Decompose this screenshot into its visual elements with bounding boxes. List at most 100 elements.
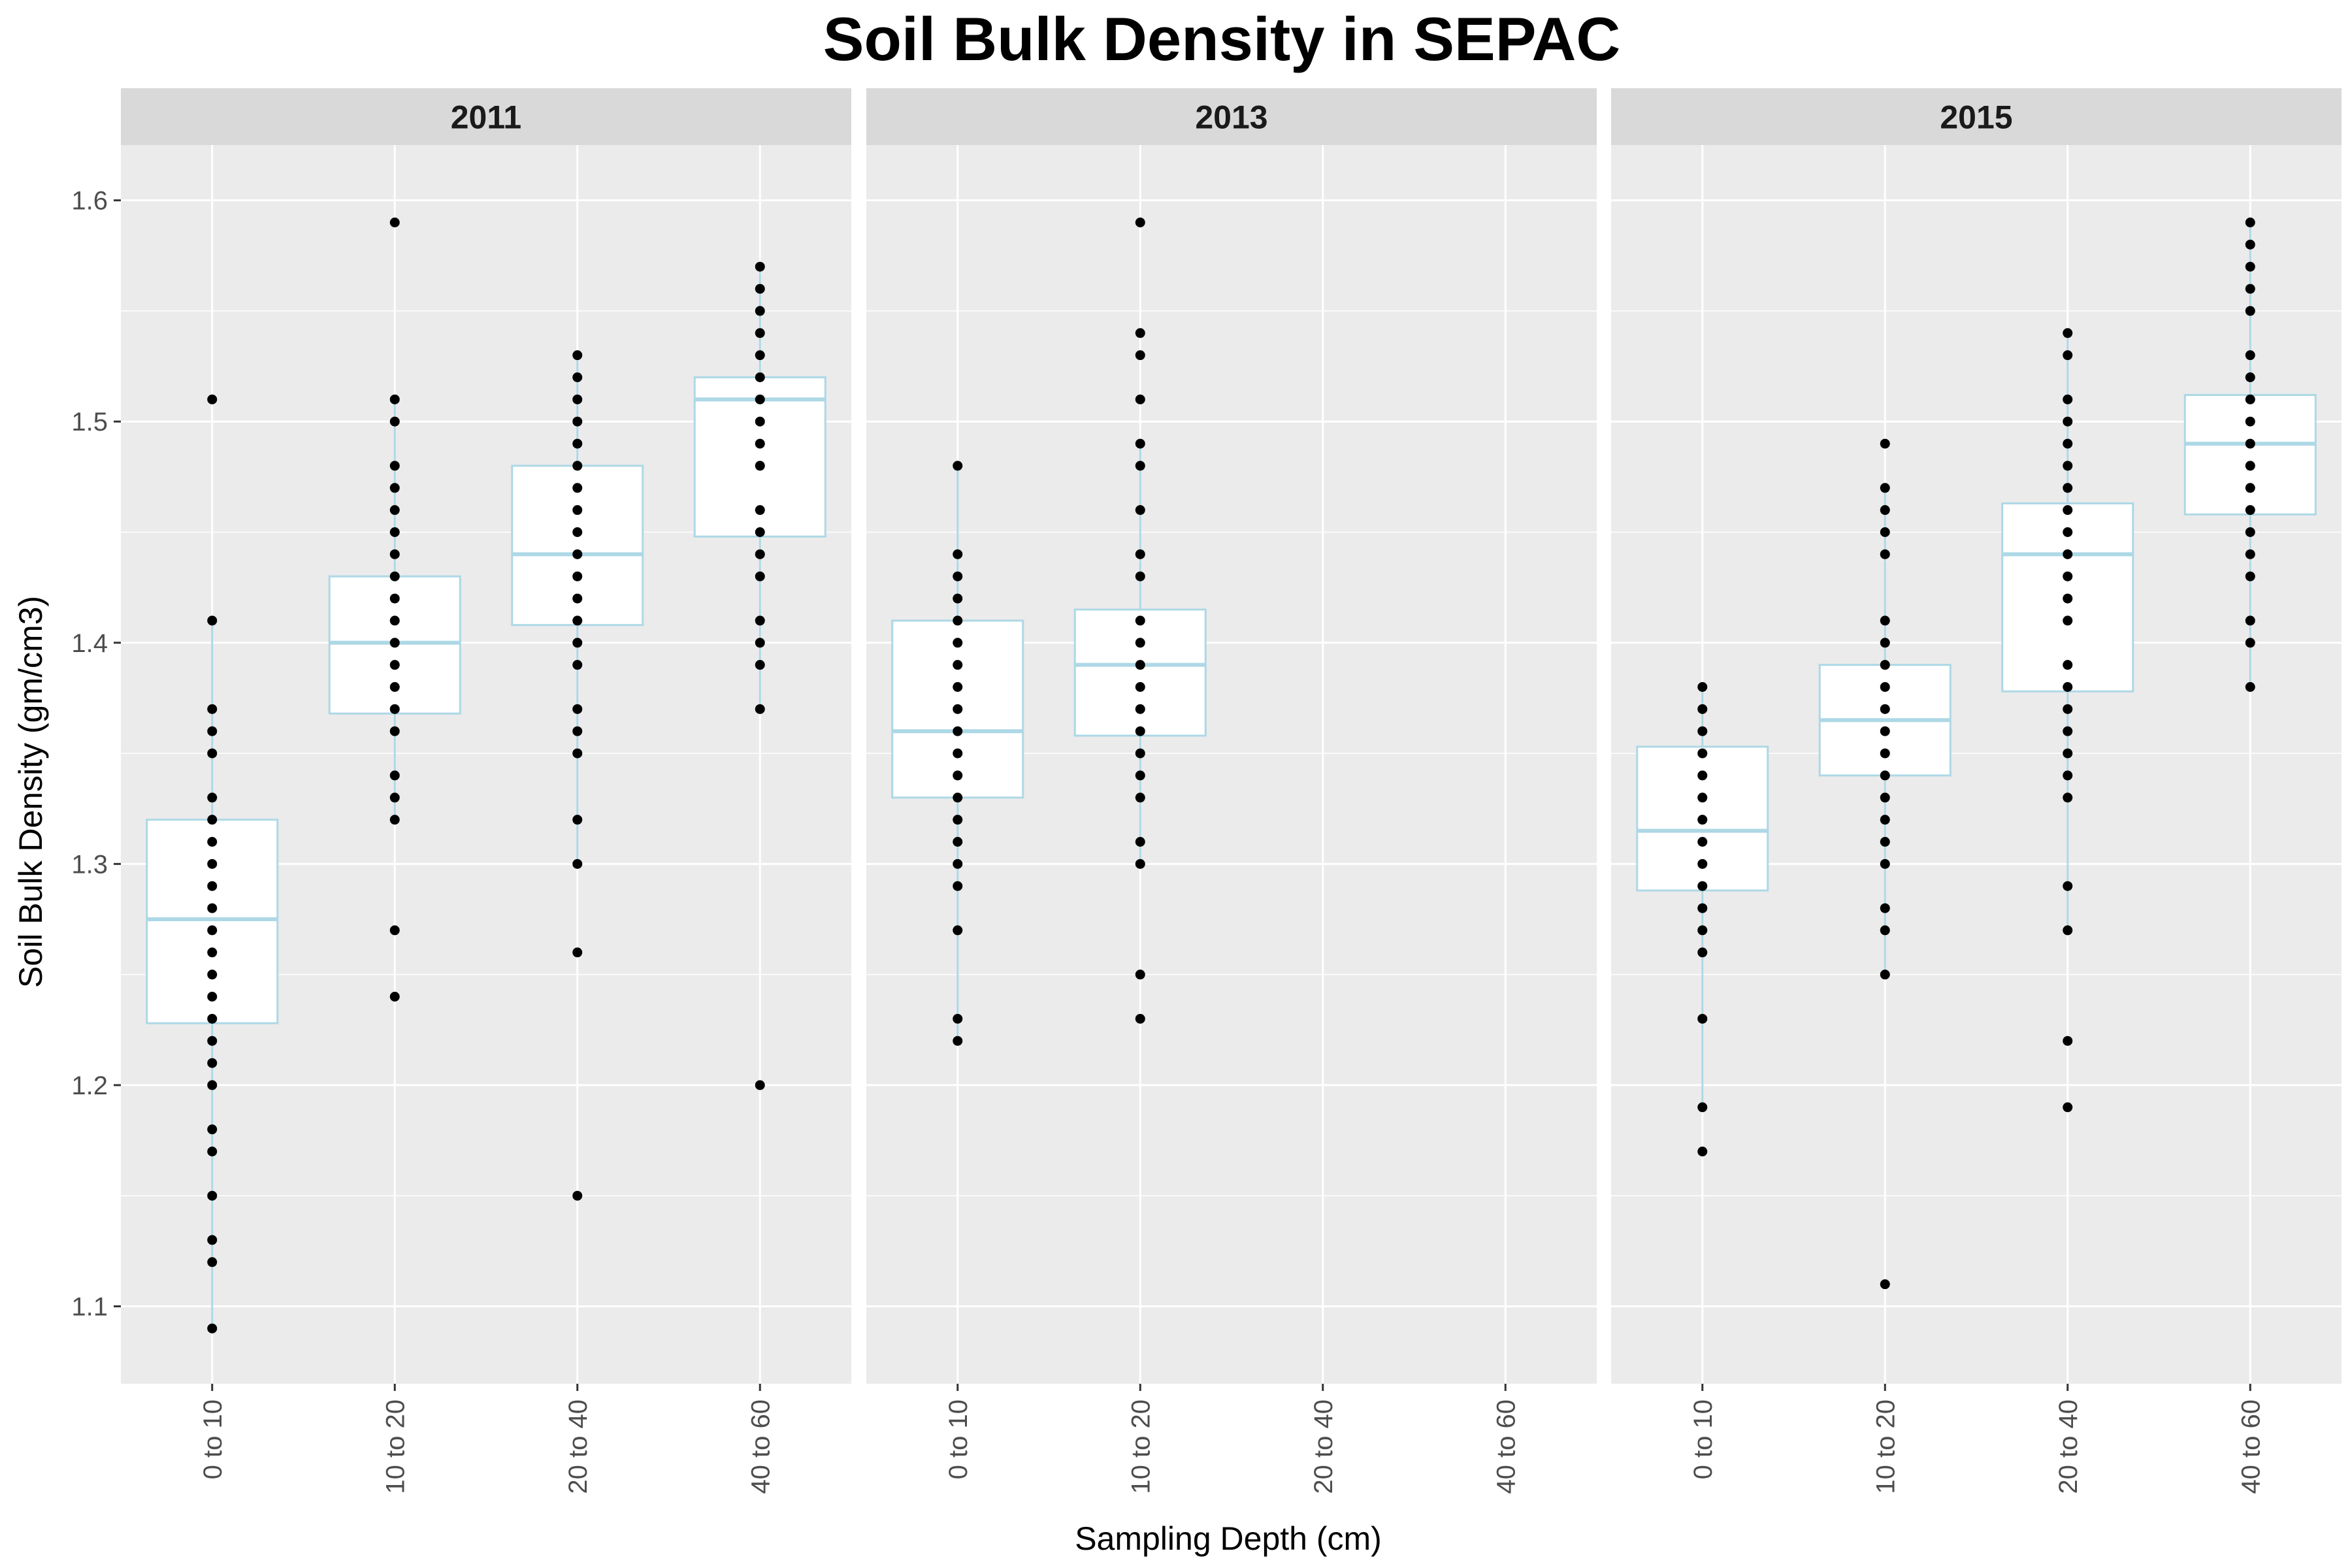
data-point [389, 925, 400, 936]
facet-strip-label: 2013 [1195, 99, 1267, 136]
y-tick-label: 1.6 [71, 187, 108, 216]
iqr-box [146, 819, 279, 1024]
data-point [207, 837, 218, 847]
data-point [2245, 571, 2255, 581]
data-point [389, 615, 400, 626]
y-tick-label: 1.2 [71, 1071, 108, 1100]
facet-strip [866, 88, 1597, 145]
x-axis-title: Sampling Depth (cm) [1075, 1520, 1382, 1557]
panel-background [121, 145, 851, 1384]
data-point [1880, 858, 1890, 869]
data-point [1880, 837, 1890, 847]
data-point [572, 704, 583, 714]
data-point [953, 1036, 963, 1046]
data-point [1135, 394, 1145, 404]
y-tick-label: 1.4 [71, 629, 108, 658]
data-point [1135, 704, 1145, 714]
data-point [389, 992, 400, 1002]
data-point [1880, 748, 1890, 759]
y-axis-title: Soil Bulk Density (gm/cm3) [12, 596, 49, 988]
data-point [207, 1036, 218, 1046]
data-point [2063, 438, 2073, 449]
data-point [1880, 615, 1890, 626]
boxplot-20-to-40 [2001, 328, 2134, 1113]
data-point [953, 770, 963, 781]
data-point [1697, 1013, 1708, 1024]
data-point [1135, 461, 1145, 471]
data-point [207, 1124, 218, 1135]
data-point [389, 416, 400, 427]
x-tick-label: 0 to 10 [199, 1399, 227, 1479]
data-point [207, 858, 218, 869]
y-tick-label: 1.1 [71, 1293, 108, 1322]
data-point [1697, 682, 1708, 692]
data-point [572, 372, 583, 382]
facet-panels: 2011 0 to 10 10 to 20 20 to 40 40 to 60 2013 0… [121, 88, 2342, 1494]
y-tick-label: 1.5 [71, 408, 108, 436]
data-point [1880, 483, 1890, 493]
facet-panel-2015: 2015 0 to 10 10 to 20 20 to 40 40 to 60 [1611, 88, 2342, 1494]
data-point [755, 438, 765, 449]
data-point [1135, 858, 1145, 869]
data-point [207, 726, 218, 736]
data-point [1880, 549, 1890, 559]
data-point [572, 593, 583, 604]
x-tick-label: 20 to 40 [2054, 1399, 2083, 1494]
boxplot-10-to-20 [328, 218, 461, 1002]
data-point [2245, 218, 2255, 227]
data-point [572, 1190, 583, 1201]
data-point [389, 660, 400, 670]
data-point [1135, 748, 1145, 759]
data-point [2245, 372, 2255, 382]
data-point [1697, 704, 1708, 714]
data-point [207, 1013, 218, 1024]
y-axis: 1.1 1.2 1.3 1.4 1.5 1.6 [71, 187, 121, 1322]
x-tick-label: 40 to 60 [1492, 1399, 1520, 1494]
data-point [2245, 527, 2255, 537]
boxplot-0-to-10 [146, 394, 279, 1333]
data-point [2245, 638, 2255, 648]
iqr-box [2183, 394, 2317, 515]
data-point [1135, 218, 1145, 227]
data-point [953, 571, 963, 581]
data-point [755, 372, 765, 382]
data-point [755, 615, 765, 626]
data-point [389, 461, 400, 471]
data-point [572, 858, 583, 869]
data-point [2063, 615, 2073, 626]
data-point [755, 350, 765, 361]
data-point [2063, 881, 2073, 891]
data-point [755, 416, 765, 427]
data-point [207, 947, 218, 958]
data-point [572, 350, 583, 361]
data-point [755, 660, 765, 670]
data-point [1880, 660, 1890, 670]
data-point [755, 394, 765, 404]
data-point [1697, 770, 1708, 781]
data-point [2063, 748, 2073, 759]
data-point [1697, 837, 1708, 847]
data-point [1135, 970, 1145, 980]
data-point [755, 505, 765, 515]
data-point [389, 815, 400, 825]
data-point [1135, 660, 1145, 670]
data-point [2245, 416, 2255, 427]
data-point [2063, 1036, 2073, 1046]
data-point [1880, 792, 1890, 803]
facet-strip [1611, 88, 2342, 145]
boxplot-10-to-20 [1073, 218, 1207, 1024]
data-point [1697, 748, 1708, 759]
x-tick-label: 10 to 20 [1871, 1399, 1900, 1494]
data-point [207, 1080, 218, 1090]
data-point [953, 815, 963, 825]
data-point [1135, 682, 1145, 692]
facet-panel-2011: 2011 0 to 10 10 to 20 20 to 40 40 to 60 [121, 88, 851, 1494]
data-point [2063, 704, 2073, 714]
x-tick-label: 0 to 10 [1689, 1399, 1718, 1479]
data-point [389, 505, 400, 515]
data-point [1880, 925, 1890, 936]
data-point [389, 527, 400, 537]
data-point [207, 1190, 218, 1201]
data-point [755, 571, 765, 581]
